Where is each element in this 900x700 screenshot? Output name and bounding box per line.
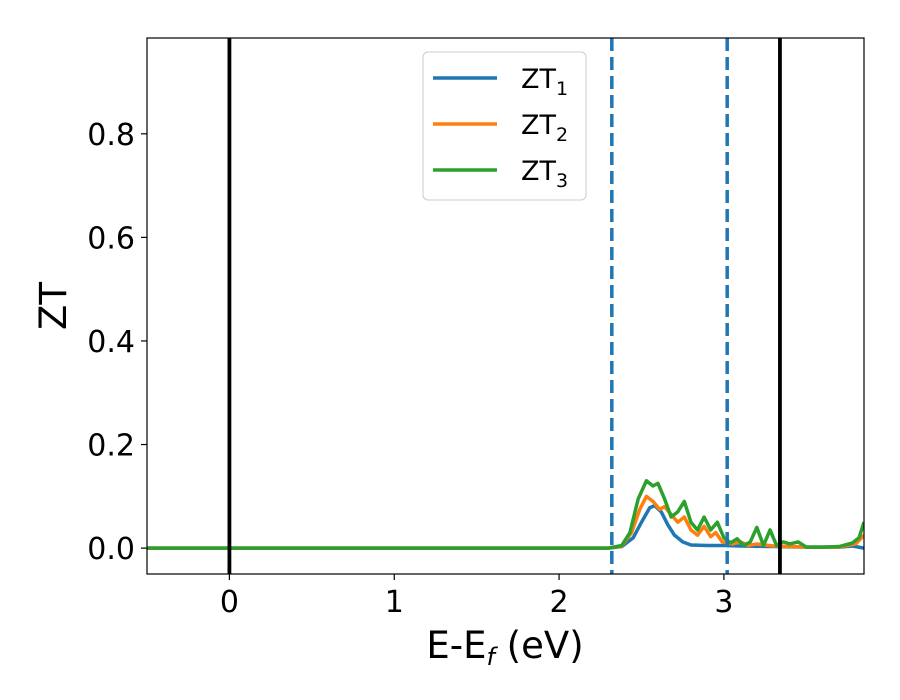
legend-box [422, 51, 587, 201]
y-tick-label: 0.0 [87, 532, 135, 567]
series-line-3 [147, 479, 864, 550]
axes: 0 1 2 3 0.0 0.2 0.4 0.6 0.8 [87, 118, 733, 620]
legend-label-3: ZT3 [521, 156, 568, 192]
x-tick-label: 0 [220, 585, 239, 620]
y-tick-label: 0.4 [87, 325, 135, 360]
x-axis-label-unit: (eV) [495, 624, 584, 667]
x-tick-label: 2 [550, 585, 569, 620]
legend-label-2: ZT2 [521, 110, 568, 146]
y-axis-label: ZT [32, 282, 75, 330]
y-tick-label: 0.6 [87, 221, 135, 256]
legend-label-1: ZT1 [521, 64, 568, 100]
x-axis-label: E-Ef (eV) [426, 624, 583, 671]
x-tick-label: 1 [385, 585, 404, 620]
series-line-2 [147, 494, 864, 550]
plot-frame [146, 37, 865, 575]
x-tick-label: 3 [714, 585, 733, 620]
y-tick-label: 0.2 [87, 429, 135, 464]
y-tick-label: 0.8 [87, 118, 135, 153]
legend: ZT1 ZT2 ZT3 [422, 51, 587, 201]
plot-area [147, 38, 864, 574]
x-axis-label-main: E-E [426, 624, 486, 667]
